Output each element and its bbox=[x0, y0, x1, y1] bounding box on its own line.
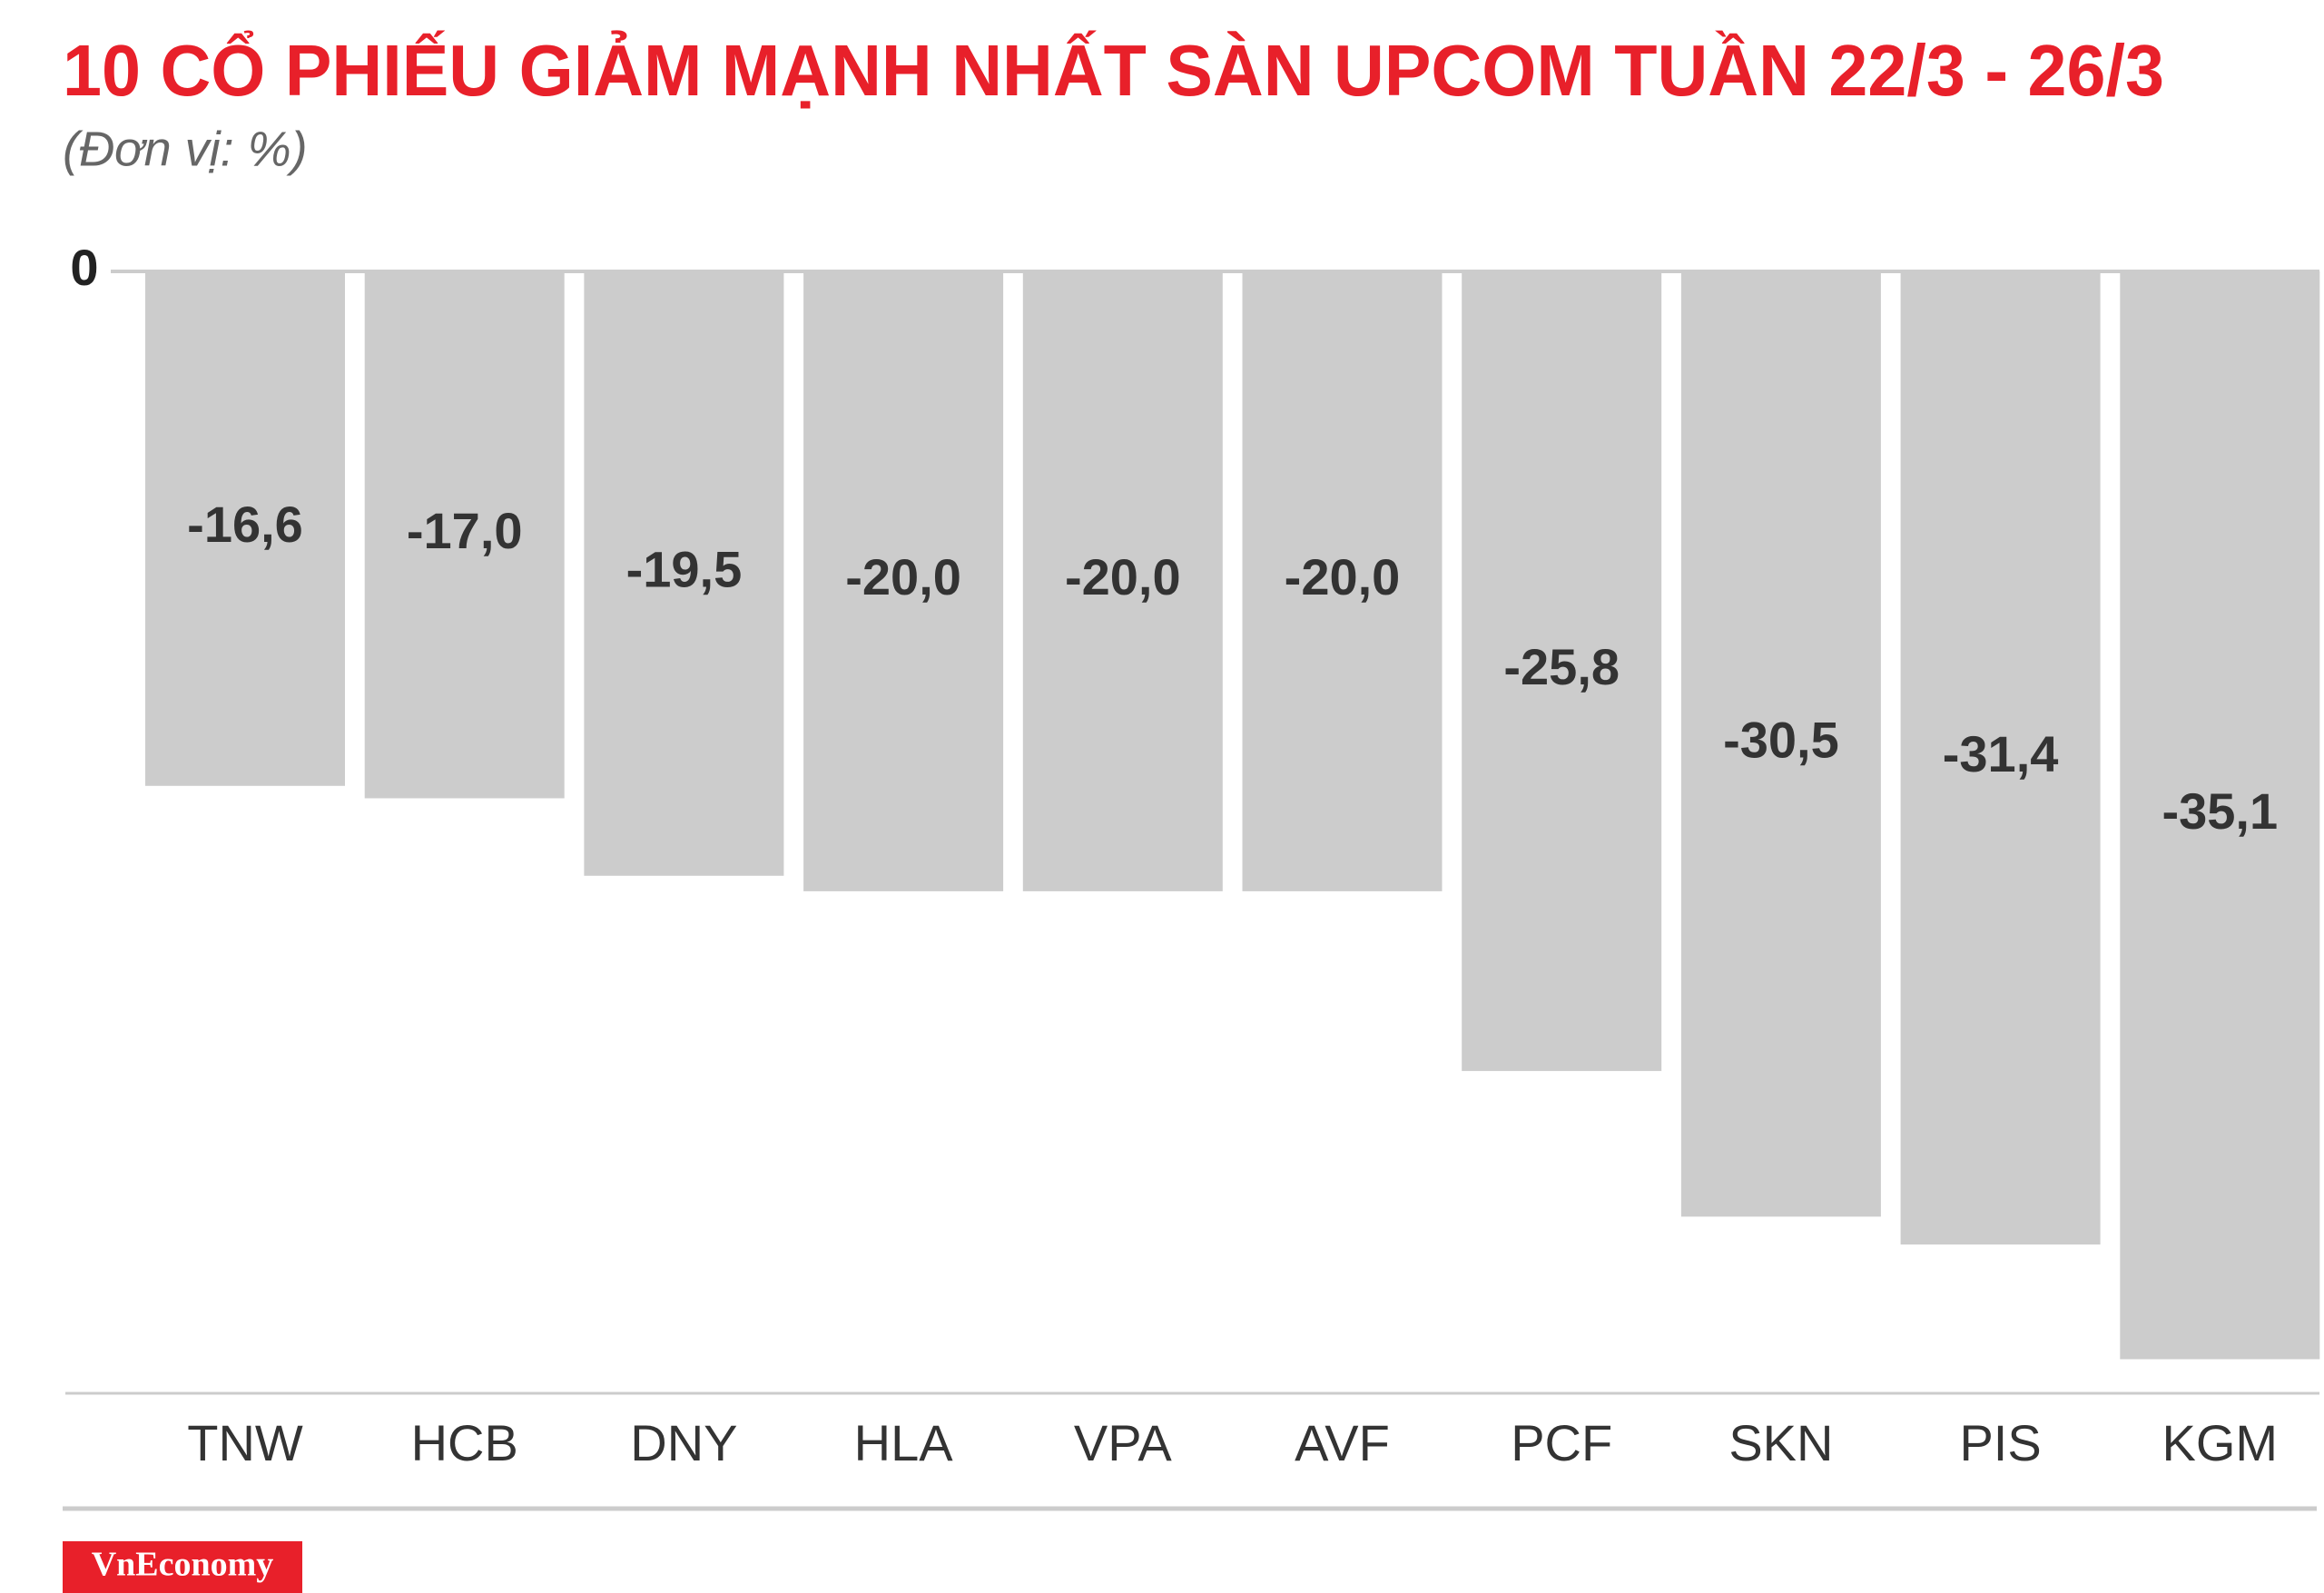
x-tick-label: SKN bbox=[1728, 1414, 1833, 1471]
value-label: -31,4 bbox=[1943, 725, 2059, 782]
bar bbox=[145, 271, 345, 786]
logo-box bbox=[63, 1541, 302, 1593]
value-label: -35,1 bbox=[2162, 782, 2278, 840]
x-tick-label: AVF bbox=[1295, 1414, 1390, 1471]
x-tick-label: DNY bbox=[630, 1414, 737, 1471]
bar bbox=[1462, 271, 1662, 1071]
value-label: -19,5 bbox=[626, 541, 743, 598]
bar bbox=[1900, 271, 2101, 1245]
x-tick-label: TNW bbox=[187, 1414, 303, 1471]
bar bbox=[803, 271, 1004, 891]
logo: VnEconomy bbox=[92, 1546, 274, 1584]
x-tick-label: VPA bbox=[1074, 1414, 1173, 1471]
x-tick-label: HLA bbox=[854, 1414, 954, 1471]
bar bbox=[2120, 271, 2320, 1360]
chart-subtitle: (Đơn vị: %) bbox=[63, 122, 308, 176]
value-label: -16,6 bbox=[187, 496, 303, 553]
y-tick-label: 0 bbox=[70, 239, 98, 296]
bar bbox=[1242, 271, 1443, 891]
bar bbox=[364, 271, 565, 799]
chart-title: 10 CỔ PHIẾU GIẢM MẠNH NHẤT SÀN UPCOM TUẦ… bbox=[63, 30, 2164, 111]
x-tick-label: HCB bbox=[411, 1414, 518, 1471]
x-tick-label: KGM bbox=[2162, 1414, 2279, 1471]
value-label: -20,0 bbox=[845, 548, 961, 605]
value-label: -20,0 bbox=[1065, 548, 1181, 605]
bar bbox=[584, 271, 784, 876]
value-label: -25,8 bbox=[1503, 638, 1620, 695]
x-tick-label: PIS bbox=[1959, 1414, 2041, 1471]
value-label: -17,0 bbox=[407, 502, 523, 559]
value-label: -20,0 bbox=[1285, 548, 1401, 605]
bar bbox=[1680, 271, 1881, 1217]
bar bbox=[1022, 271, 1223, 891]
x-tick-label: PCF bbox=[1511, 1414, 1612, 1471]
value-label: -30,5 bbox=[1723, 711, 1839, 768]
